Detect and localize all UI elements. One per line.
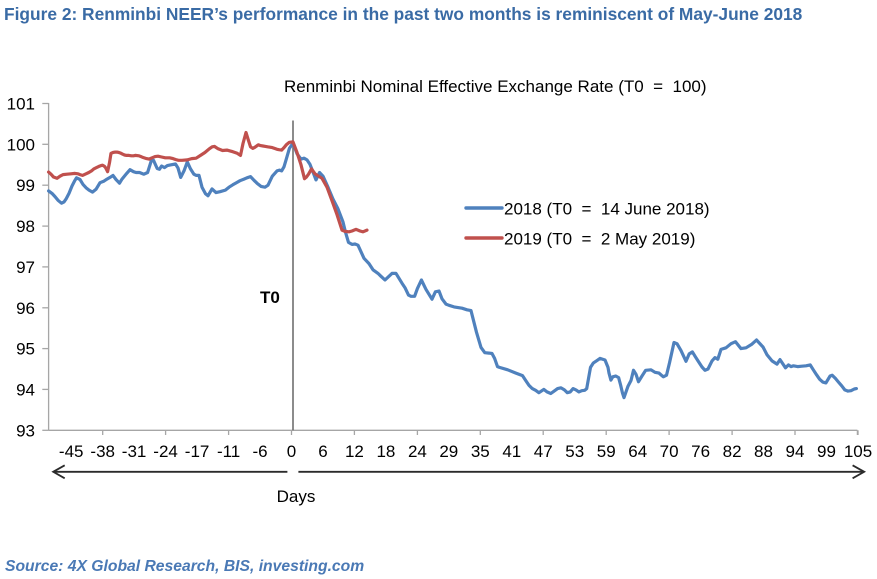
- svg-text:T0: T0: [260, 288, 280, 307]
- svg-text:101: 101: [7, 95, 35, 114]
- svg-text:47: 47: [534, 442, 553, 461]
- svg-text:59: 59: [597, 442, 616, 461]
- svg-text:-17: -17: [185, 442, 210, 461]
- svg-text:41: 41: [502, 442, 521, 461]
- svg-text:70: 70: [660, 442, 679, 461]
- svg-text:-6: -6: [252, 442, 267, 461]
- svg-text:24: 24: [408, 442, 427, 461]
- svg-text:2018 (T0 = 14 June 2018): 2018 (T0 = 14 June 2018): [504, 200, 710, 219]
- svg-text:6: 6: [318, 442, 327, 461]
- svg-text:53: 53: [565, 442, 584, 461]
- svg-text:93: 93: [16, 421, 35, 440]
- svg-text:96: 96: [16, 299, 35, 318]
- svg-text:29: 29: [439, 442, 458, 461]
- svg-text:Days: Days: [277, 487, 316, 506]
- svg-text:-45: -45: [59, 442, 84, 461]
- svg-text:-31: -31: [122, 442, 147, 461]
- svg-text:-38: -38: [90, 442, 115, 461]
- svg-text:12: 12: [345, 442, 364, 461]
- svg-text:98: 98: [16, 217, 35, 236]
- svg-text:105: 105: [844, 442, 872, 461]
- svg-text:94: 94: [786, 442, 805, 461]
- svg-text:88: 88: [754, 442, 773, 461]
- svg-text:99: 99: [817, 442, 836, 461]
- svg-text:0: 0: [287, 442, 296, 461]
- svg-text:Renminbi Nominal Effective Exc: Renminbi Nominal Effective Exchange Rate…: [284, 77, 707, 96]
- svg-text:-11: -11: [217, 442, 240, 461]
- svg-text:64: 64: [628, 442, 647, 461]
- svg-text:2019 (T0 = 2 May 2019): 2019 (T0 = 2 May 2019): [504, 230, 695, 249]
- svg-text:94: 94: [16, 380, 35, 399]
- svg-text:-24: -24: [153, 442, 178, 461]
- svg-text:99: 99: [16, 176, 35, 195]
- svg-text:35: 35: [471, 442, 490, 461]
- svg-text:95: 95: [16, 340, 35, 359]
- svg-text:97: 97: [16, 258, 35, 277]
- svg-text:18: 18: [376, 442, 395, 461]
- svg-text:100: 100: [7, 135, 35, 154]
- svg-text:76: 76: [691, 442, 710, 461]
- svg-text:82: 82: [723, 442, 742, 461]
